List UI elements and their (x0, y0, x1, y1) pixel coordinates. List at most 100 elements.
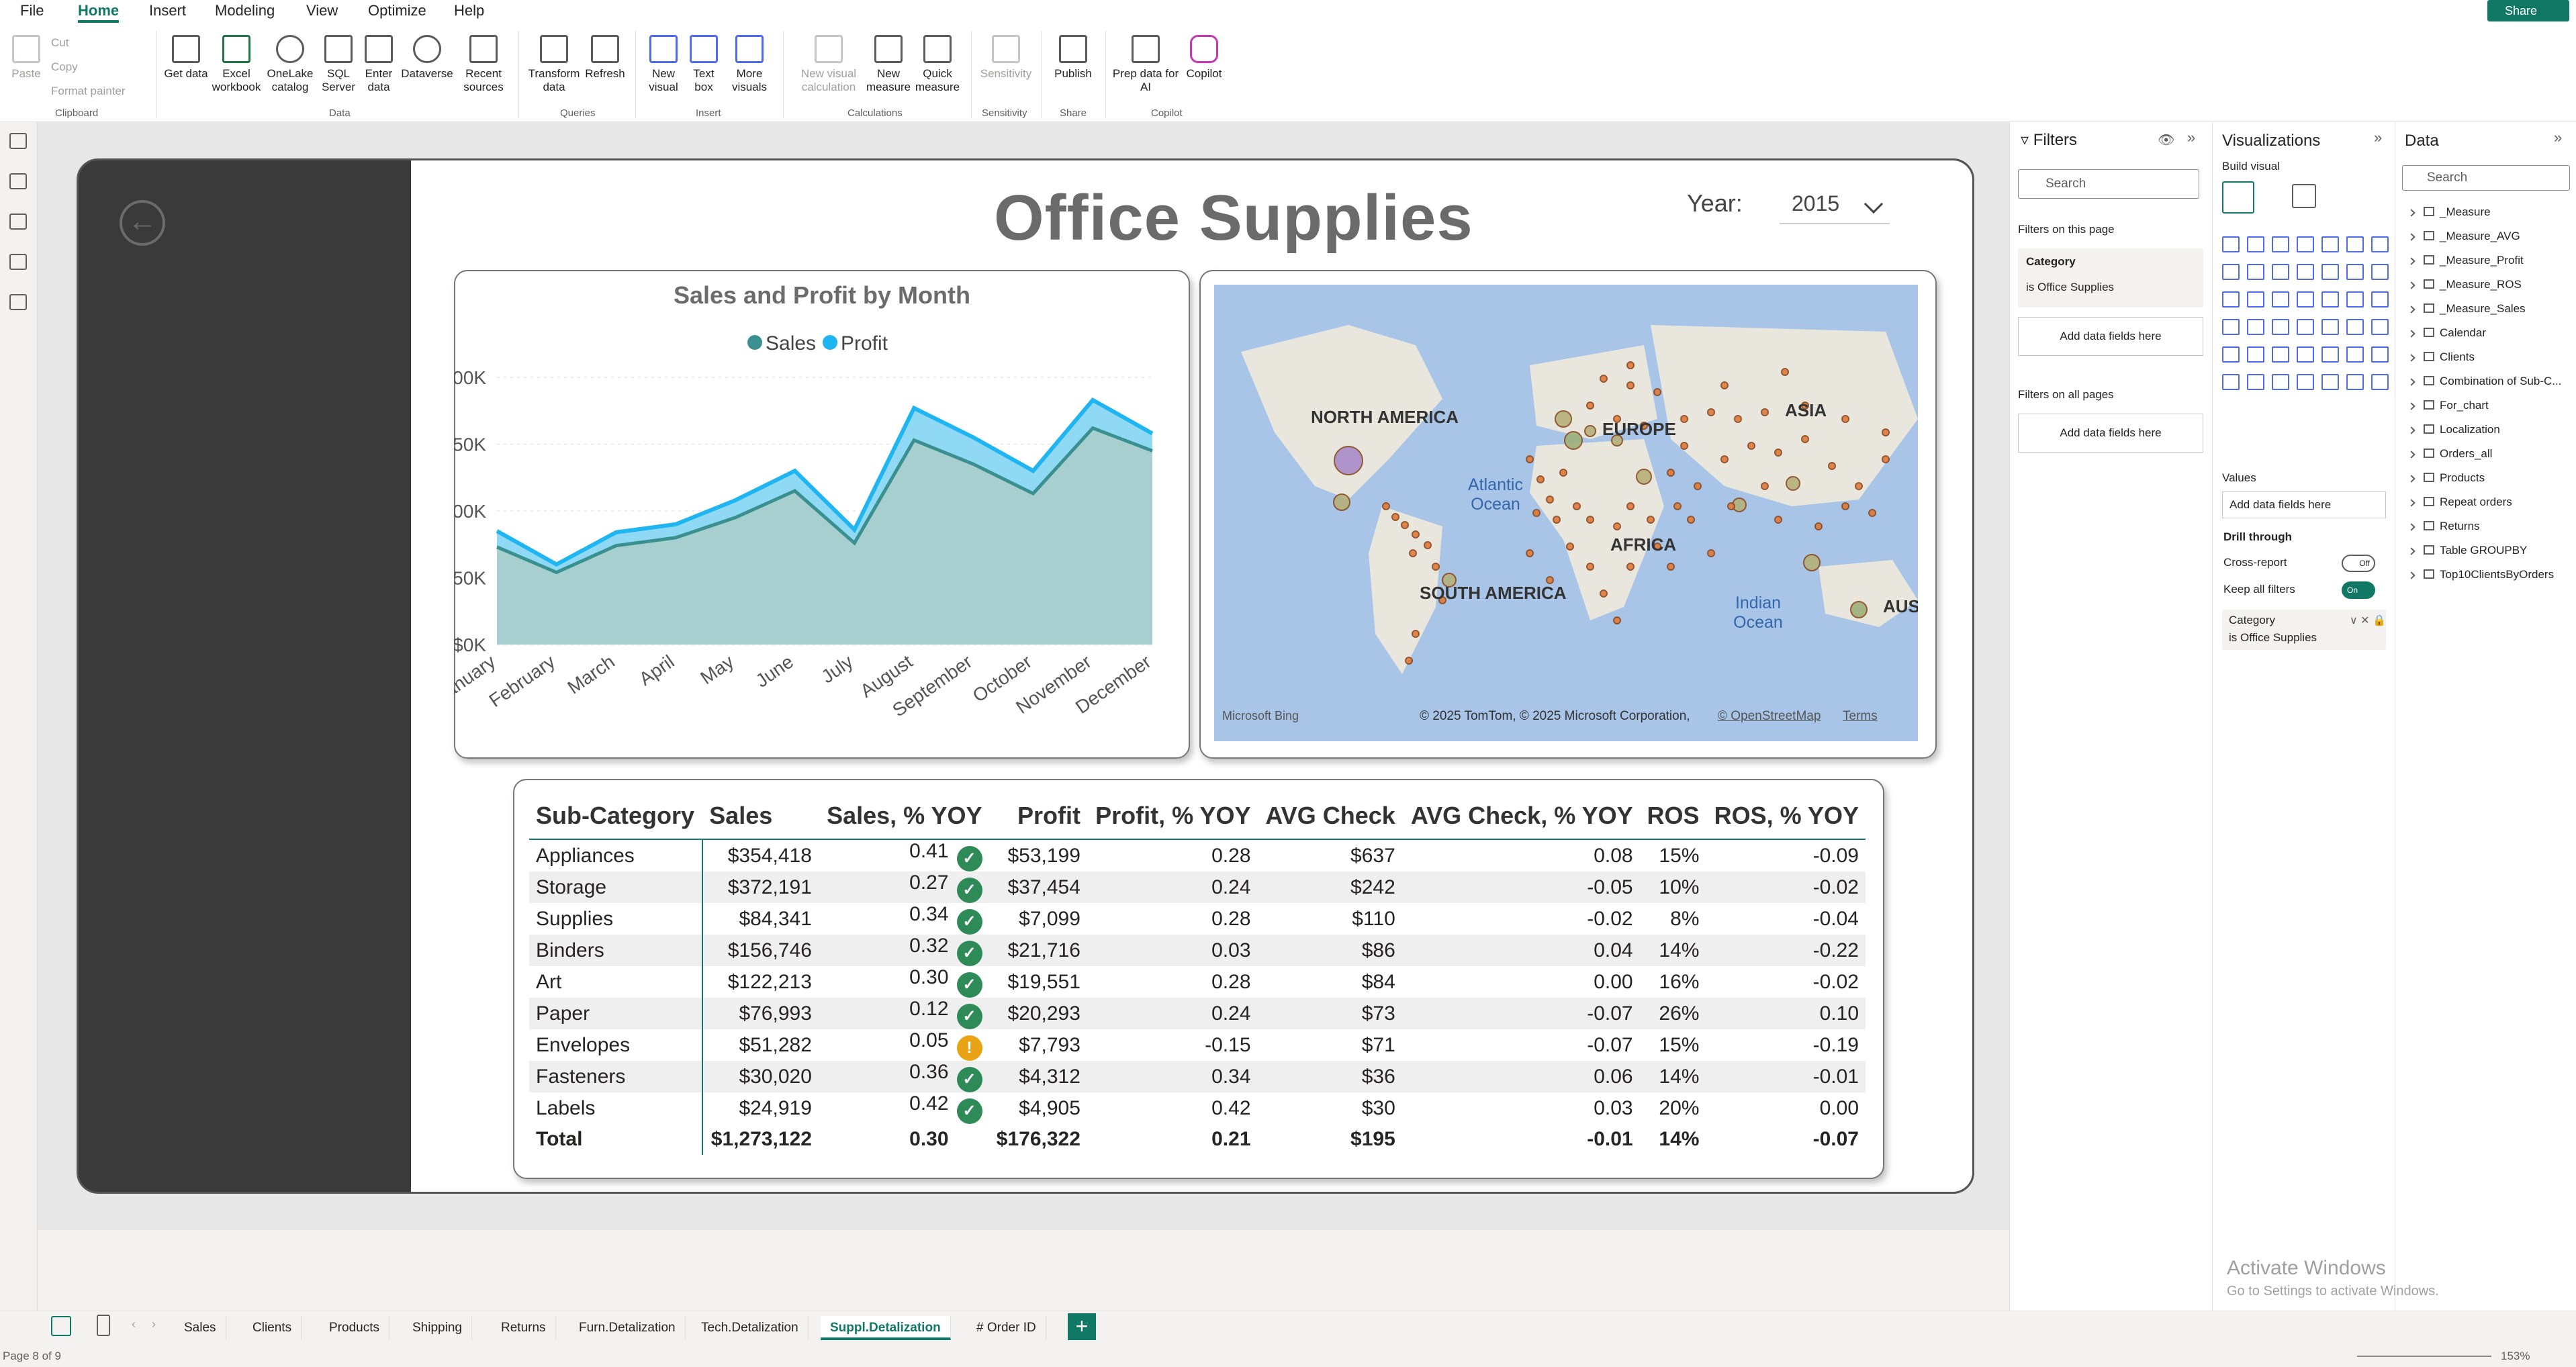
map-bubble[interactable] (1546, 576, 1554, 584)
tab-home[interactable]: Home (78, 0, 120, 23)
map-bubble[interactable] (1405, 657, 1413, 665)
keep-all-filters-toggle[interactable]: On (2342, 581, 2375, 599)
visual-type-icon[interactable] (2247, 374, 2264, 390)
visual-type-icon[interactable] (2272, 346, 2289, 363)
map-bubble[interactable] (1647, 516, 1655, 524)
new-measure-button[interactable]: New measure (866, 35, 911, 94)
table-row[interactable]: Supplies $84,341 0.34 ✓ $7,099 0.28 $110 -0.02 8… (529, 903, 1866, 935)
data-table-item[interactable]: _Measure_AVG (2407, 230, 2520, 243)
visual-type-icon[interactable] (2321, 236, 2339, 252)
map-bubble[interactable] (1611, 434, 1623, 446)
map-bubble[interactable] (1626, 381, 1635, 389)
data-search-input[interactable]: Search (2402, 165, 2570, 191)
map-bubble[interactable] (1613, 415, 1621, 423)
table-row[interactable]: Art $122,213 0.30 ✓ $19,551 0.28 $84 0.00 16% -0.… (529, 966, 1866, 998)
map-bubble[interactable] (1841, 502, 1849, 510)
visual-type-icon[interactable] (2247, 236, 2264, 252)
visual-type-icon[interactable] (2297, 374, 2314, 390)
cross-report-toggle[interactable]: Off (2342, 555, 2375, 572)
dax-query-icon[interactable] (9, 254, 27, 270)
visual-type-icon[interactable] (2222, 291, 2240, 308)
data-table-item[interactable]: Clients (2407, 350, 2475, 364)
col-ros[interactable]: ROS (1639, 792, 1706, 840)
map-bubble[interactable] (1734, 415, 1742, 423)
visual-type-icon[interactable] (2297, 236, 2314, 252)
back-arrow-icon[interactable]: ← (120, 200, 165, 246)
col-sales-yoy[interactable]: Sales, % YOY (818, 792, 989, 840)
map-bubble[interactable] (1774, 449, 1782, 457)
data-table-item[interactable]: Repeat orders (2407, 496, 2512, 509)
visual-type-icon[interactable] (2371, 346, 2389, 363)
transform-data-button[interactable]: Transform data (525, 35, 583, 94)
map-bubble[interactable] (1600, 375, 1608, 383)
visual-type-icon[interactable] (2297, 291, 2314, 308)
col-ros-yoy[interactable]: ROS, % YOY (1706, 792, 1866, 840)
map-bubble[interactable] (1600, 590, 1608, 598)
tab-optimize[interactable]: Optimize (368, 2, 426, 19)
values-drop-zone[interactable]: Add data fields here (2222, 491, 2386, 518)
publish-button[interactable]: Publish (1048, 35, 1099, 81)
text-box-button[interactable]: Text box (685, 35, 723, 94)
map-bubble[interactable] (1626, 361, 1635, 369)
visual-type-icon[interactable] (2297, 346, 2314, 363)
table-view-icon[interactable] (9, 173, 27, 189)
page-tab[interactable]: Returns (492, 1316, 556, 1340)
map-bubble[interactable] (1526, 549, 1534, 557)
data-table-item[interactable]: Products (2407, 471, 2485, 485)
collapse-viz-icon[interactable]: » (2374, 129, 2383, 146)
data-table-item[interactable]: _Measure_Profit (2407, 254, 2524, 267)
map-bubble[interactable] (1653, 543, 1661, 551)
map-bubble[interactable] (1546, 496, 1554, 504)
map-bubble[interactable] (1841, 415, 1849, 423)
visual-type-icon[interactable] (2346, 319, 2364, 335)
visual-type-icon[interactable] (2321, 346, 2339, 363)
data-table-item[interactable]: Orders_all (2407, 447, 2492, 461)
enter-data-button[interactable]: Enter data (360, 35, 398, 94)
visual-type-icon[interactable] (2321, 374, 2339, 390)
visual-type-icon[interactable] (2346, 236, 2364, 252)
build-visual-tab-icon[interactable] (2222, 181, 2254, 214)
visual-type-icon[interactable] (2371, 291, 2389, 308)
map-bubble[interactable] (1667, 563, 1675, 571)
map-bubble[interactable] (1626, 563, 1635, 571)
table-row[interactable]: Labels $24,919 0.42 ✓ $4,905 0.42 $30 0.03 20% 0.… (529, 1092, 1866, 1124)
recent-sources-button[interactable]: Recent sources (457, 35, 510, 94)
map-bubble[interactable] (1694, 482, 1702, 490)
data-table-item[interactable]: Top10ClientsByOrders (2407, 568, 2554, 581)
category-filter-card[interactable]: Category is Office Supplies (2018, 248, 2203, 308)
map-bubble[interactable] (1680, 442, 1688, 450)
page-tab[interactable]: Sales (175, 1316, 226, 1340)
data-table-item[interactable]: Combination of Sub-C... (2407, 375, 2561, 388)
map-bubble[interactable] (1382, 502, 1390, 510)
visual-type-icon[interactable] (2247, 319, 2264, 335)
filters-add-field-page[interactable]: Add data fields here (2018, 317, 2203, 356)
tab-help[interactable]: Help (454, 2, 485, 19)
map-bubble[interactable] (1667, 469, 1675, 477)
copilot-button[interactable]: Copilot (1181, 35, 1228, 81)
visual-type-icon[interactable] (2321, 291, 2339, 308)
visual-type-icon[interactable] (2297, 264, 2314, 280)
visual-type-icon[interactable] (2247, 291, 2264, 308)
data-table-item[interactable]: _Measure (2407, 205, 2491, 219)
zoom-slider[interactable] (2357, 1356, 2491, 1357)
prep-data-ai-button[interactable]: Prep data for AI (1111, 35, 1181, 94)
table-row[interactable]: Envelopes $51,282 0.05! $7,793 -0.15 $71 -0.07… (529, 1029, 1866, 1061)
map-bubble[interactable] (1850, 601, 1868, 618)
col-sub-category[interactable]: Sub-Category (529, 792, 703, 840)
visual-type-icon[interactable] (2222, 374, 2240, 390)
map-bubble[interactable] (1553, 516, 1561, 524)
map-bubble[interactable] (1747, 442, 1755, 450)
tab-modeling[interactable]: Modeling (215, 2, 275, 19)
visual-type-icon[interactable] (2272, 374, 2289, 390)
col-avg-check[interactable]: AVG Check (1257, 792, 1402, 840)
visual-type-icon[interactable] (2346, 264, 2364, 280)
filters-search-input[interactable]: Search (2018, 169, 2199, 199)
map-bubble[interactable] (1855, 482, 1863, 490)
tab-scroll-right-icon[interactable]: › (152, 1317, 156, 1331)
cut-button[interactable]: Cut (51, 36, 69, 49)
map-bubble[interactable] (1707, 549, 1715, 557)
visual-type-icon[interactable] (2297, 319, 2314, 335)
visual-type-icon[interactable] (2222, 319, 2240, 335)
data-table-item[interactable]: Calendar (2407, 326, 2486, 340)
page-tab[interactable]: Suppl.Detalization (821, 1316, 951, 1340)
